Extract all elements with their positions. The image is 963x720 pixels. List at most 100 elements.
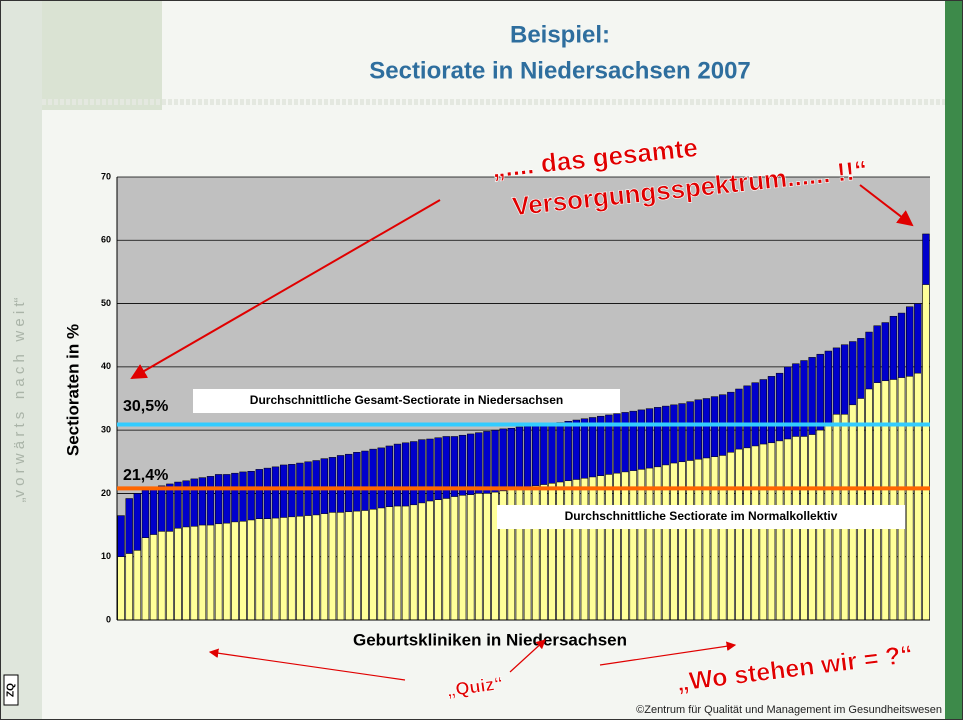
bar <box>450 496 459 621</box>
bar <box>458 495 467 621</box>
bar <box>401 505 410 621</box>
bar <box>645 467 654 621</box>
y-tick-label: 60 <box>101 235 111 245</box>
bar <box>873 382 881 621</box>
bar <box>914 372 922 621</box>
bar <box>475 493 483 621</box>
arrow <box>599 641 737 666</box>
bar <box>710 456 719 621</box>
arrow <box>208 648 406 681</box>
bar <box>588 476 597 621</box>
bar <box>466 494 475 621</box>
bar <box>369 509 377 621</box>
bar <box>751 445 759 621</box>
label-box <box>497 505 905 529</box>
y-tick-label: 0 <box>106 614 111 624</box>
bar <box>328 512 337 621</box>
bar <box>345 511 353 621</box>
y-tick-label: 20 <box>101 488 111 498</box>
bar <box>767 442 776 621</box>
bar <box>442 498 450 621</box>
bar <box>166 531 174 621</box>
bar <box>304 515 312 621</box>
bar <box>117 556 125 621</box>
bar <box>141 537 150 621</box>
label-box <box>193 389 620 413</box>
bar <box>312 514 320 621</box>
reference-text: Durchschnittliche Sectiorate im Normalko… <box>565 509 838 523</box>
bar <box>377 507 385 621</box>
reference-label: 30,5% <box>123 398 168 415</box>
bar <box>353 510 361 621</box>
y-axis-label: Sectioraten in % <box>63 324 82 456</box>
bar <box>637 469 646 621</box>
bar <box>271 517 280 621</box>
y-tick-label: 10 <box>101 551 111 561</box>
bar <box>759 443 767 621</box>
bar <box>223 522 231 621</box>
bar <box>206 524 215 621</box>
y-tick-label: 40 <box>101 361 111 371</box>
bar <box>881 380 889 621</box>
bar <box>385 506 394 621</box>
bar <box>255 518 263 621</box>
bar <box>190 526 198 621</box>
bar <box>719 455 727 621</box>
bar <box>418 502 426 621</box>
arrow <box>509 639 546 673</box>
bar <box>280 517 288 621</box>
bar <box>548 483 556 621</box>
reference-text: Durchschnittliche Gesamt-Sectiorate in N… <box>250 393 563 407</box>
side-strip <box>0 0 42 720</box>
bar <box>727 452 735 621</box>
y-tick-label: 30 <box>101 425 111 435</box>
bar <box>320 513 328 621</box>
bar <box>263 518 272 621</box>
logo-box <box>3 674 19 706</box>
bar <box>125 553 133 621</box>
bar <box>613 472 621 621</box>
bar <box>694 459 702 621</box>
bar <box>605 474 613 621</box>
bar <box>336 512 345 621</box>
bar <box>678 461 686 621</box>
x-axis-label: Geburtskliniken in Niedersachsen <box>353 630 627 649</box>
bar <box>784 438 792 621</box>
bar <box>564 480 572 621</box>
bar <box>621 471 629 621</box>
y-tick-label: 50 <box>101 298 111 308</box>
bar <box>540 484 548 621</box>
bar <box>133 550 141 621</box>
bar <box>629 470 637 621</box>
bar <box>426 500 434 621</box>
bar <box>580 477 589 621</box>
bar <box>483 493 491 621</box>
bar <box>182 526 190 621</box>
side-text: „v o r w ä r t s n a c h w e i t“ <box>11 297 28 502</box>
arrow <box>859 184 914 227</box>
bar <box>214 523 223 621</box>
bar <box>889 379 898 621</box>
bar <box>434 499 442 621</box>
bar <box>410 504 418 621</box>
bar <box>296 515 304 621</box>
bar <box>174 527 182 621</box>
reference-label: 21,4% <box>123 467 168 484</box>
bar <box>149 534 158 621</box>
bar <box>198 524 207 621</box>
bar <box>702 457 711 621</box>
logo: ZQ <box>6 683 17 697</box>
bar <box>288 516 296 621</box>
bar <box>247 519 255 621</box>
bar <box>906 376 914 621</box>
bar <box>393 505 402 621</box>
title: Sectiorate in Niedersachsen 2007 <box>369 57 751 84</box>
bar <box>735 448 743 621</box>
bar <box>897 377 906 621</box>
bar <box>231 521 239 621</box>
arrow <box>130 199 441 380</box>
bar <box>572 479 581 621</box>
bar <box>922 284 930 621</box>
bar <box>743 447 751 621</box>
